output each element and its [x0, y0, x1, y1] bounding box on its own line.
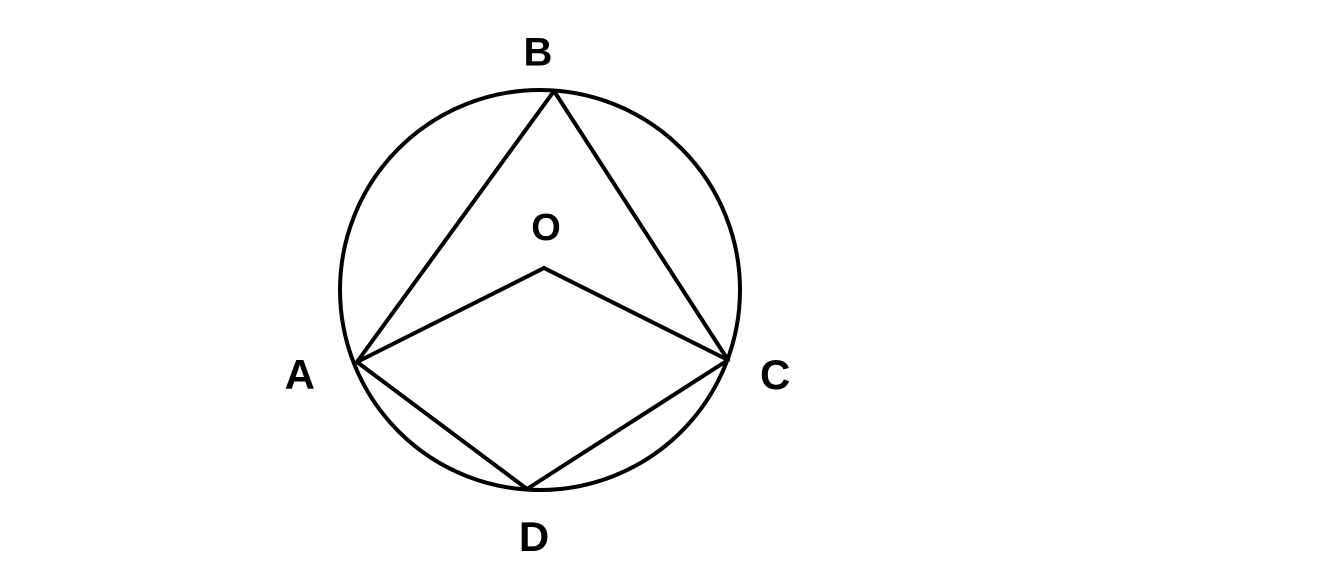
label-d: D	[519, 513, 549, 560]
label-b: B	[524, 31, 553, 75]
edge-group	[357, 91, 728, 489]
label-c: C	[760, 351, 790, 398]
geometry-diagram: B O A C D	[0, 0, 1318, 582]
edge-b-c	[554, 91, 728, 360]
edge-o-a	[357, 268, 544, 362]
circle-o	[340, 90, 740, 490]
edge-a-d	[357, 362, 527, 489]
edge-a-b	[357, 91, 554, 362]
label-a: A	[285, 351, 315, 398]
label-o: O	[531, 207, 561, 249]
